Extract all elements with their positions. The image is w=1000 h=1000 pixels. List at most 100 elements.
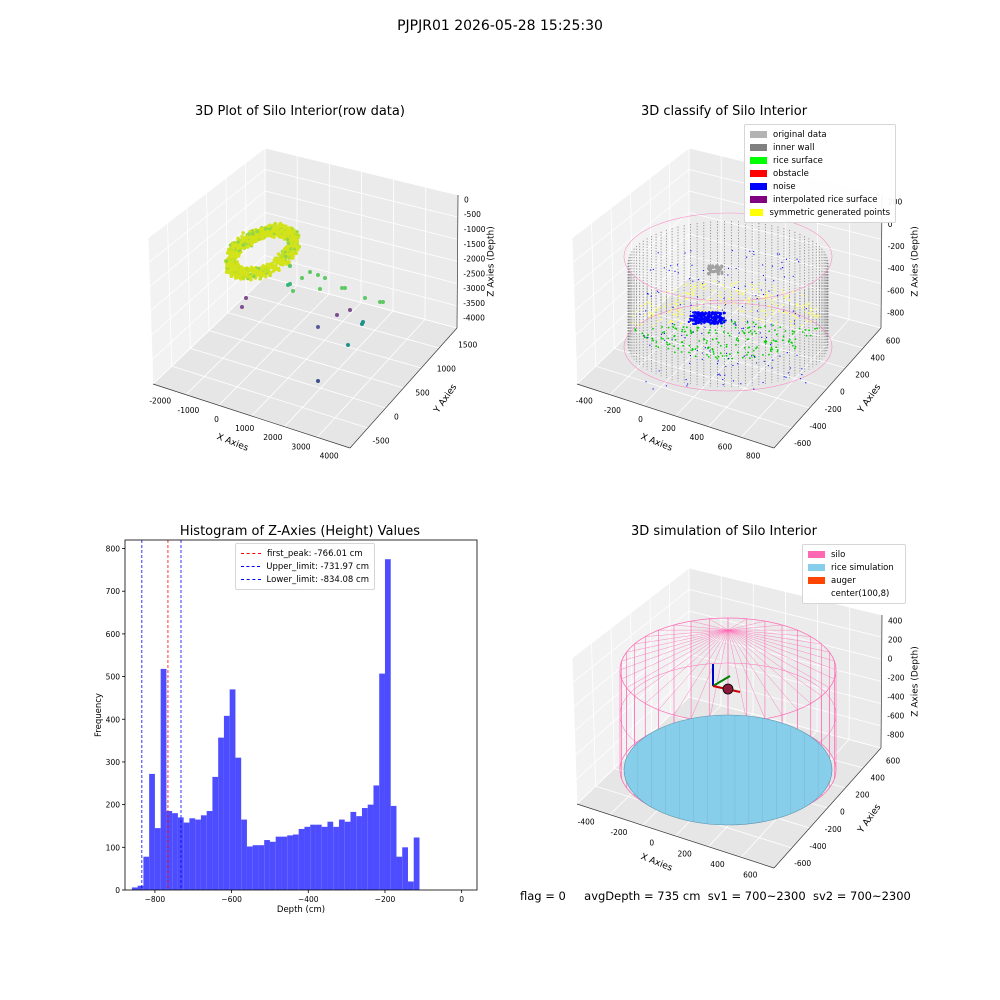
surface-point [722,331,725,333]
noise-point [656,290,659,292]
legend-swatch [750,183,767,190]
data-point [247,232,251,236]
surface-point [674,327,677,330]
noise-point [724,374,726,376]
noise-point [701,332,703,335]
surface-point [711,348,714,350]
data-point [251,232,255,236]
legend-item: inner wall [750,141,890,154]
gridline [572,589,690,683]
plot-frame [124,539,478,891]
silo-roof-wire [673,624,729,631]
surface-point [748,357,751,360]
gridline [688,675,882,727]
histogram-bar [246,846,253,890]
surface-point [734,282,736,285]
noise-point [698,314,702,317]
surface-point [741,356,744,359]
surface-point [669,303,671,306]
surface-point [648,315,651,318]
gridline [264,255,458,307]
surface-point [742,310,745,312]
silo-rim [623,212,833,302]
surface-point [646,301,649,304]
data-point [276,252,281,256]
surface-point [731,282,733,285]
histogram-bar [281,836,288,890]
data-point [266,264,271,268]
surface-point [768,305,771,307]
histogram-bar [402,847,408,890]
noise-point [674,270,676,272]
gridline [688,567,883,616]
histogram-bar [258,845,265,890]
histogram-bar [131,887,138,890]
data-point [235,263,240,268]
noise-point [708,316,711,319]
gridline [148,169,266,263]
gridline [264,212,458,262]
noise-point [734,324,736,326]
surface-point [801,307,804,309]
x-axis-label: X Axies [639,852,674,874]
surface-point [784,297,787,299]
noise-point [755,295,757,297]
noise-point [719,374,721,376]
data-point [276,266,281,271]
gridline [150,212,266,312]
data-point [283,254,288,259]
surface-point [659,306,662,309]
panel3-title: Histogram of Z-Axies (Height) Values [179,524,421,539]
z-tick-label: -600 [887,712,904,721]
surface-point [803,304,805,306]
surface-point [751,288,754,291]
surface-point [749,283,752,286]
original-point [711,264,714,268]
surface-point [714,329,717,332]
data-point [249,238,253,243]
panel1-title: 3D Plot of Silo Interior(row data) [195,104,405,119]
silo-roof-wire [727,618,747,631]
noise-point [715,320,718,323]
noise-point [698,317,701,321]
y-axis-line [773,327,882,449]
noise-point [727,267,730,269]
surface-point [652,314,654,317]
z-tick-label: -400 [887,264,904,273]
surface-point [681,302,683,304]
surface-point [677,318,680,321]
noise-point [768,290,770,292]
noise-point [689,310,692,313]
surface-point [742,293,744,296]
y-tick-label: 600 [886,336,901,345]
back-left-pane [148,148,265,384]
surface-point [791,344,794,347]
surface-point [770,346,773,349]
data-point [266,224,271,228]
histogram-bar [384,559,391,890]
y-tick-label: 200 [106,801,121,810]
x-tick-label: 4000 [320,452,339,461]
z-tick-label: -200 [888,242,905,251]
noise-point [783,276,786,278]
noise-point [765,336,768,339]
y-tick-label: 200 [855,791,870,800]
x-axis-line [576,383,775,449]
gridline [264,190,458,240]
data-point [245,270,250,275]
noise-point [646,293,649,295]
surface-point [632,321,635,324]
surface-point [769,350,772,352]
noise-point [733,286,735,289]
surface-point [706,340,708,342]
y-tick-label: -600 [794,859,811,868]
histogram-bar [206,811,213,890]
noise-point [783,376,785,378]
surface-point [639,305,642,307]
x-tick-label: -2000 [149,397,171,406]
surface-point [656,320,659,323]
surface-point [759,326,762,329]
surface-point [729,353,731,355]
noise-point [704,347,706,349]
noise-point [692,311,695,314]
